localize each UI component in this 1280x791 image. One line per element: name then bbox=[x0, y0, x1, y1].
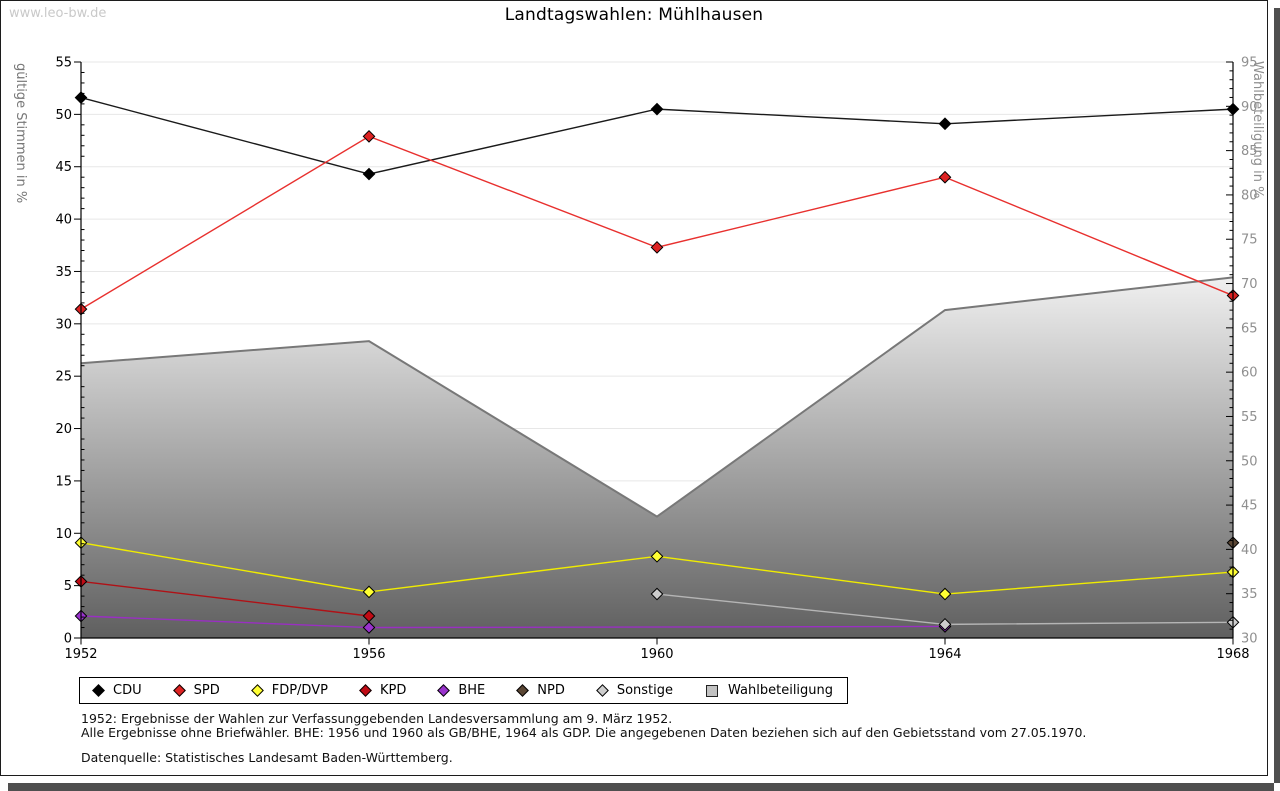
legend-label: KPD bbox=[379, 683, 407, 698]
point-fdp-dvp-1964 bbox=[938, 587, 952, 601]
svg-text:95: 95 bbox=[1241, 56, 1258, 71]
svg-text:45: 45 bbox=[1241, 499, 1258, 514]
legend-item-spd: SPD bbox=[172, 683, 220, 698]
point-cdu-1960 bbox=[650, 102, 664, 116]
legend-item-npd: NPD bbox=[516, 683, 565, 698]
legend-item-sonstige: Sonstige bbox=[595, 683, 674, 698]
point-spd-1964 bbox=[938, 170, 952, 184]
legend-item-wahlbeteiligung: Wahlbeteiligung bbox=[706, 683, 833, 698]
source-line: Datenquelle: Statistisches Landesamt Bad… bbox=[81, 750, 453, 765]
legend-item-cdu: CDU bbox=[92, 683, 142, 698]
svg-text:80: 80 bbox=[1241, 188, 1258, 203]
svg-text:gültige Stimmen in %: gültige Stimmen in % bbox=[13, 63, 28, 203]
legend-item-bhe: BHE bbox=[437, 683, 486, 698]
svg-text:55: 55 bbox=[55, 56, 72, 71]
legend-label: NPD bbox=[537, 683, 565, 698]
svg-text:55: 55 bbox=[1241, 410, 1258, 425]
svg-text:Wahlbeteiligung in %: Wahlbeteiligung in % bbox=[1250, 61, 1265, 198]
svg-text:20: 20 bbox=[55, 422, 72, 437]
svg-text:90: 90 bbox=[1241, 100, 1258, 115]
point-fdp-dvp-1956 bbox=[362, 585, 376, 599]
chart-panel: www.leo-bw.de Landtagswahlen: Mühlhausen… bbox=[0, 0, 1268, 776]
point-kpd-1956 bbox=[362, 609, 376, 623]
svg-text:40: 40 bbox=[55, 213, 72, 228]
svg-text:0: 0 bbox=[64, 632, 72, 647]
spd-diamond-icon bbox=[172, 684, 186, 697]
svg-text:15: 15 bbox=[55, 474, 72, 489]
right-axis: 30 35 40 45 50 55 60 65 70 75 80 85 90 95Wahlbeteilig… bbox=[1226, 56, 1265, 647]
svg-text:35: 35 bbox=[1241, 587, 1258, 602]
npd-diamond-icon bbox=[516, 684, 530, 697]
point-spd-1960 bbox=[650, 241, 664, 254]
watermark: www.leo-bw.de bbox=[9, 6, 107, 21]
legend-label: SPD bbox=[193, 683, 220, 698]
fdp-dvp-diamond-icon bbox=[250, 684, 264, 697]
svg-text:70: 70 bbox=[1241, 277, 1258, 292]
point-spd-1956 bbox=[362, 129, 376, 143]
svg-text:5: 5 bbox=[64, 579, 72, 594]
sonstige-diamond-icon bbox=[595, 684, 609, 697]
point-fdp-dvp-1960 bbox=[650, 549, 664, 563]
line-series-spd bbox=[74, 129, 1240, 316]
svg-text:1964: 1964 bbox=[928, 647, 961, 662]
svg-text:35: 35 bbox=[55, 265, 72, 280]
svg-text:45: 45 bbox=[55, 160, 72, 175]
svg-text:25: 25 bbox=[55, 370, 72, 385]
legend-label: BHE bbox=[458, 683, 486, 698]
legend-label: FDP/DVP bbox=[271, 683, 328, 698]
line-series-fdp-dvp bbox=[74, 536, 1240, 601]
point-sonstige-1964 bbox=[938, 618, 952, 631]
line-series-sonstige bbox=[650, 587, 1240, 631]
footnote-line-1: 1952: Ergebnisse der Wahlen zur Verfassu… bbox=[81, 711, 673, 726]
chart-canvas: 0 5 10 15 20 25 30 35 40 45 50 55 gültige Stimmen in… bbox=[13, 56, 1265, 663]
svg-text:40: 40 bbox=[1241, 543, 1258, 558]
frame-shadow-bottom bbox=[8, 783, 1274, 791]
legend-label: Wahlbeteiligung bbox=[728, 683, 834, 698]
area-series-wahlbeteiligung bbox=[80, 276, 1234, 638]
legend-label: CDU bbox=[113, 683, 142, 698]
footnote-line-2: Alle Ergebnisse ohne Briefwähler. BHE: 1… bbox=[81, 725, 1087, 740]
svg-text:75: 75 bbox=[1241, 233, 1258, 248]
line-series-cdu bbox=[74, 91, 1240, 181]
svg-text:50: 50 bbox=[55, 108, 72, 123]
legend-item-fdp-dvp: FDP/DVP bbox=[250, 683, 328, 698]
point-sonstige-1960 bbox=[650, 587, 664, 601]
frame-shadow-right bbox=[1274, 8, 1280, 783]
svg-text:10: 10 bbox=[55, 527, 72, 542]
svg-text:30: 30 bbox=[55, 317, 72, 332]
point-cdu-1964 bbox=[938, 117, 952, 131]
cdu-diamond-icon bbox=[92, 684, 105, 697]
left-axis: 0 5 10 15 20 25 30 35 40 45 50 55 gültige Stimmen in… bbox=[13, 56, 85, 647]
svg-text:60: 60 bbox=[1241, 366, 1258, 381]
bhe-diamond-icon bbox=[437, 684, 451, 697]
svg-text:85: 85 bbox=[1241, 144, 1258, 159]
svg-text:50: 50 bbox=[1241, 454, 1258, 469]
svg-text:1956: 1956 bbox=[352, 647, 385, 662]
point-bhe-1956 bbox=[362, 621, 376, 634]
point-cdu-1956 bbox=[362, 167, 376, 181]
svg-text:65: 65 bbox=[1241, 321, 1258, 336]
legend-item-kpd: KPD bbox=[359, 683, 407, 698]
svg-text:1952: 1952 bbox=[64, 647, 97, 662]
wahlbeteiligung-square-icon bbox=[706, 684, 719, 697]
svg-text:1960: 1960 bbox=[640, 647, 673, 662]
svg-text:30: 30 bbox=[1241, 632, 1258, 647]
x-axis: 1952 1956 1960 1964 1968 bbox=[64, 638, 1250, 662]
legend: CDU SPD FDP/DVP KPD BHE NPD Sonstige Wahlbeteil… bbox=[79, 677, 849, 704]
svg-text:1968: 1968 bbox=[1216, 647, 1249, 662]
legend-label: Sonstige bbox=[616, 683, 674, 698]
kpd-diamond-icon bbox=[359, 684, 372, 697]
page-title: Landtagswahlen: Mühlhausen bbox=[504, 5, 764, 25]
